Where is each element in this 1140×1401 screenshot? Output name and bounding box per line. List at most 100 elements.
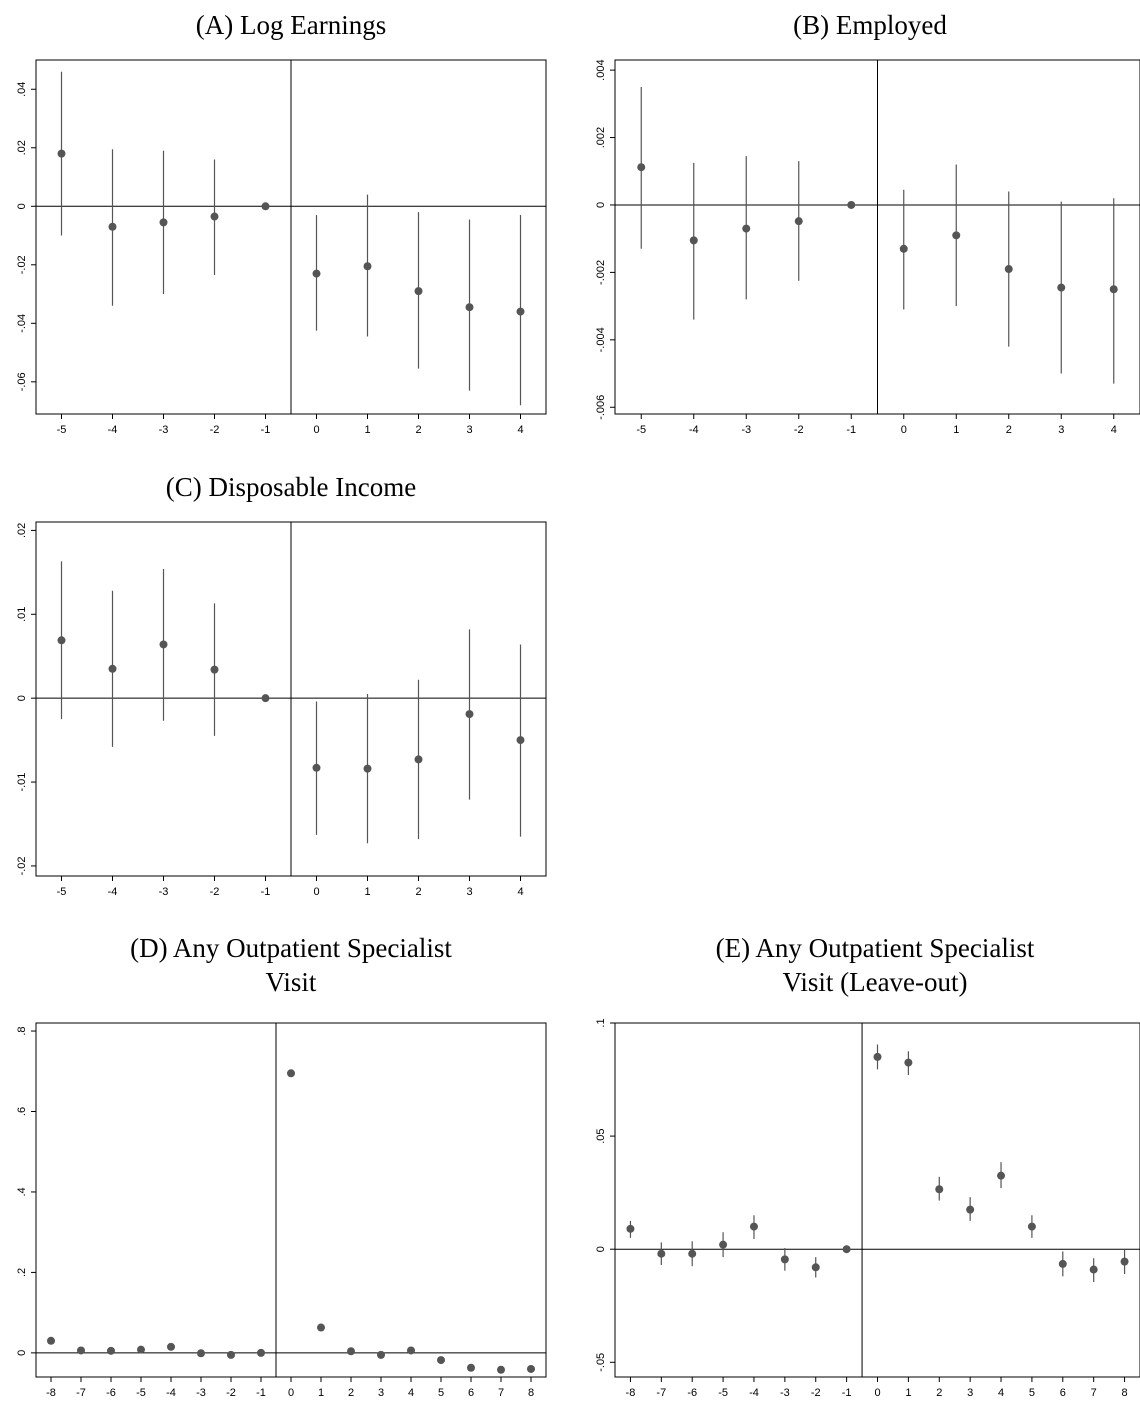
x-tick-label: -4 — [166, 1387, 176, 1399]
x-tick-label: -3 — [741, 424, 751, 436]
x-tick-label: -3 — [780, 1387, 790, 1399]
chart-title: (E) Any Outpatient Specialist Visit (Lea… — [615, 931, 1135, 999]
x-tick-label: -4 — [108, 886, 118, 898]
x-tick-label: 0 — [874, 1387, 880, 1399]
x-tick-label: 1 — [905, 1387, 911, 1399]
x-tick-label: -4 — [749, 1387, 759, 1399]
x-tick-label: 2 — [1006, 424, 1012, 436]
point-estimate — [107, 1346, 115, 1355]
point-estimate — [516, 307, 525, 316]
x-tick-label: 2 — [415, 886, 421, 898]
x-tick-label: 4 — [998, 1387, 1004, 1399]
x-tick-label: 0 — [288, 1387, 294, 1399]
y-tick-label: .002 — [595, 127, 607, 148]
point-estimate — [1058, 1259, 1067, 1268]
x-tick-label: -5 — [57, 424, 67, 436]
x-tick-label: -6 — [687, 1387, 697, 1399]
point-estimate — [467, 1363, 475, 1372]
chart-title-line-2: Visit — [265, 967, 317, 997]
x-tick-label: 1 — [364, 886, 370, 898]
point-estimate — [465, 710, 474, 719]
x-tick-label: 2 — [936, 1387, 942, 1399]
x-tick-label: 0 — [313, 886, 319, 898]
x-tick-label: 8 — [1121, 1387, 1127, 1399]
x-tick-label: -8 — [626, 1387, 636, 1399]
point-estimate — [312, 763, 321, 772]
x-tick-label: 0 — [901, 424, 907, 436]
x-tick-label: 8 — [528, 1387, 534, 1399]
point-estimate — [137, 1345, 145, 1354]
y-tick-label: -.004 — [595, 327, 607, 352]
point-estimate — [377, 1350, 385, 1359]
point-estimate — [966, 1205, 975, 1214]
y-tick-label: .4 — [16, 1187, 28, 1196]
point-estimate — [261, 694, 270, 703]
y-tick-label: .02 — [16, 523, 28, 538]
point-estimate — [1109, 285, 1118, 294]
point-estimate — [414, 755, 423, 764]
point-estimate — [497, 1365, 505, 1374]
chart-plot-disposable-income: -5 -4 -3 -2 -1 0 1 2 3 4 -.02 -.01 0 .01 .02 — [16, 521, 547, 898]
point-estimate — [312, 269, 321, 278]
x-tick-label: -7 — [656, 1387, 666, 1399]
x-tick-label: -3 — [159, 886, 169, 898]
point-estimate — [159, 218, 168, 227]
y-tick-label: .004 — [595, 59, 607, 80]
x-tick-label: 3 — [967, 1387, 973, 1399]
point-estimate — [1004, 265, 1013, 274]
point-estimate — [347, 1347, 355, 1356]
point-estimate — [1057, 283, 1066, 292]
chart-title-line-2: Visit (Leave-out) — [782, 967, 968, 997]
chart-title: (D) Any Outpatient Specialist Visit — [36, 931, 546, 999]
x-tick-label: -1 — [256, 1387, 266, 1399]
x-tick-label: 7 — [1091, 1387, 1097, 1399]
x-tick-label: 0 — [313, 424, 319, 436]
point-estimate — [317, 1323, 325, 1332]
x-tick-label: -5 — [136, 1387, 146, 1399]
x-tick-label: -3 — [159, 424, 169, 436]
y-tick-label: 0 — [595, 202, 607, 208]
point-estimate — [749, 1222, 758, 1231]
point-estimate — [227, 1350, 235, 1359]
point-estimate — [108, 222, 117, 231]
chart-panel-outpatient-visit-leave-out: (E) Any Outpatient Specialist Visit (Lea… — [575, 925, 1140, 1401]
point-estimate — [742, 224, 751, 233]
y-tick-label: .8 — [16, 1026, 28, 1035]
chart-title: (A) Log Earnings — [195, 10, 387, 40]
point-estimate — [847, 200, 856, 209]
x-tick-label: 1 — [364, 424, 370, 436]
point-estimate — [935, 1185, 944, 1194]
point-estimate — [197, 1349, 205, 1358]
x-tick-label: -5 — [636, 424, 646, 436]
x-tick-label: 6 — [1060, 1387, 1066, 1399]
point-estimate — [159, 640, 168, 649]
x-tick-label: -2 — [210, 424, 220, 436]
chart-panel-employed: (B) Employed -5 -4 -3 -2 -1 0 1 2 3 4 -.006 -.004 -.… — [575, 0, 1140, 440]
point-estimate — [811, 1263, 820, 1272]
y-tick-label: .01 — [16, 607, 28, 622]
x-tick-label: -5 — [57, 886, 67, 898]
y-tick-label: -.02 — [16, 856, 28, 875]
chart-panel-log-earnings: (A) Log Earnings -5 -4 -3 -2 -1 0 1 2 3 4 -.06 -.04… — [0, 0, 560, 440]
y-tick-label: 0 — [16, 695, 28, 701]
point-estimate — [842, 1245, 851, 1254]
x-tick-label: 6 — [468, 1387, 474, 1399]
x-tick-label: 2 — [415, 424, 421, 436]
y-tick-label: -.04 — [16, 314, 28, 333]
y-tick-label: .6 — [16, 1107, 28, 1116]
x-tick-label: 1 — [953, 424, 959, 436]
point-estimate — [1089, 1265, 1098, 1274]
point-estimate — [257, 1348, 265, 1357]
x-tick-label: -2 — [210, 886, 220, 898]
point-estimate — [1027, 1222, 1036, 1231]
x-tick-label: -2 — [226, 1387, 236, 1399]
x-tick-label: 2 — [348, 1387, 354, 1399]
point-estimate — [904, 1058, 913, 1067]
point-estimate — [516, 736, 525, 745]
point-estimate — [688, 1249, 697, 1258]
point-estimate — [407, 1346, 415, 1355]
point-estimate — [57, 636, 66, 645]
point-estimate — [167, 1342, 175, 1351]
point-estimate — [437, 1356, 445, 1365]
y-tick-label: .05 — [595, 1128, 607, 1143]
